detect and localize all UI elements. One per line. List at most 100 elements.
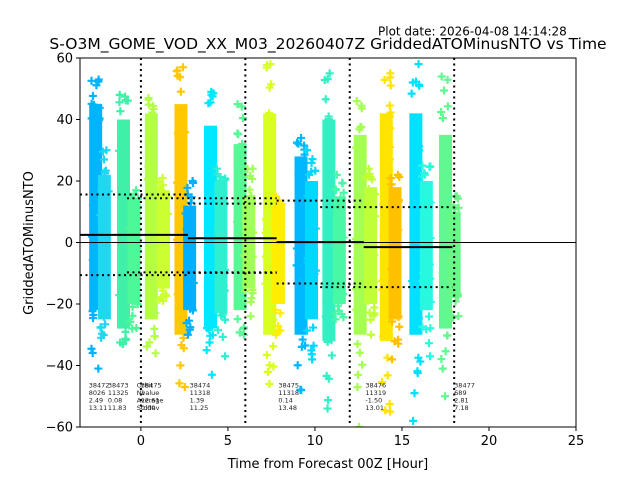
plus-marker (120, 153, 129, 162)
plus-marker (426, 352, 434, 361)
plus-marker (161, 290, 170, 299)
plus-marker (383, 353, 392, 362)
plus-marker (177, 111, 186, 120)
y-tick-label: 0 (65, 236, 73, 251)
plus-marker (334, 257, 343, 266)
plus-marker (451, 297, 460, 306)
stat-value: 38474 (190, 382, 211, 390)
stat-value: 1 (141, 389, 145, 397)
plus-marker (355, 348, 364, 357)
plus-marker (354, 222, 363, 231)
plus-marker (213, 326, 222, 335)
data-cluster-5 (155, 173, 172, 305)
plus-marker (437, 72, 446, 81)
plus-marker (205, 302, 214, 311)
plus-marker (419, 268, 428, 277)
plus-marker (441, 392, 450, 401)
plus-marker (189, 178, 198, 187)
plus-marker (414, 314, 423, 323)
plus-marker (364, 184, 373, 193)
plus-marker (115, 291, 124, 300)
plus-marker (407, 89, 416, 98)
plus-marker (248, 285, 257, 294)
plus-marker (370, 309, 379, 318)
stat-value: 11325 (108, 389, 129, 397)
plus-marker (219, 301, 228, 310)
stat-value: 8026 (89, 389, 106, 397)
plus-marker (248, 252, 257, 261)
plus-marker (128, 302, 137, 311)
plus-marker (271, 192, 280, 201)
plus-marker (115, 90, 124, 99)
x-tick-label: 5 (224, 434, 232, 449)
plus-marker (443, 331, 452, 340)
plus-marker (357, 101, 366, 110)
plus-marker (339, 188, 348, 197)
plus-marker (155, 296, 164, 305)
plus-marker (322, 297, 331, 306)
plus-marker (248, 174, 257, 183)
plus-marker (306, 264, 315, 273)
data-cluster-3 (125, 186, 142, 333)
plus-marker (96, 323, 105, 332)
plus-marker (442, 170, 451, 179)
plus-marker (408, 277, 417, 286)
plus-marker (337, 296, 346, 305)
plus-marker (443, 183, 452, 192)
plus-marker (123, 96, 132, 105)
plus-marker (87, 114, 96, 123)
plus-marker (440, 195, 449, 204)
plus-marker (363, 296, 372, 305)
plus-marker (271, 294, 280, 303)
plus-marker (357, 123, 366, 132)
plus-marker (92, 162, 101, 171)
plus-marker (420, 168, 429, 177)
plus-marker (389, 207, 398, 216)
x-tick-label: 20 (481, 434, 498, 449)
plus-marker (221, 315, 230, 324)
plus-marker (239, 173, 248, 182)
plus-marker (324, 205, 333, 214)
plus-marker (409, 136, 418, 145)
plus-marker (144, 134, 153, 143)
plus-marker (206, 295, 215, 304)
plus-marker (269, 315, 278, 324)
plus-marker (160, 223, 169, 232)
plus-marker (309, 323, 318, 332)
plus-marker (327, 336, 336, 345)
plus-marker (163, 192, 172, 201)
plus-marker (233, 289, 242, 298)
x-axis-label: Time from Forecast 00Z [Hour] (227, 457, 429, 472)
plus-marker (90, 118, 99, 127)
plus-marker (272, 226, 281, 235)
plus-marker (424, 312, 433, 321)
plus-marker (294, 139, 303, 148)
plus-marker (270, 245, 279, 254)
plus-marker (388, 355, 397, 364)
plus-marker (263, 60, 272, 69)
plot-area (80, 58, 576, 427)
plus-marker (101, 166, 110, 175)
plus-marker (147, 234, 156, 243)
plus-marker (336, 274, 345, 283)
stat-row-label: Orbit (137, 382, 154, 390)
plus-marker (295, 297, 304, 306)
plus-marker (454, 312, 463, 321)
plus-marker (307, 167, 316, 176)
plus-marker (366, 226, 375, 235)
plus-marker (338, 262, 347, 271)
plus-marker (150, 332, 159, 341)
plus-marker (219, 281, 228, 290)
plus-marker (202, 346, 211, 355)
plus-marker (179, 333, 188, 342)
plus-marker (276, 309, 285, 318)
plus-marker (117, 136, 126, 145)
data-cluster-19 (362, 164, 380, 339)
plus-marker (180, 383, 189, 392)
plus-marker (292, 138, 301, 147)
plus-marker (204, 99, 213, 108)
plus-marker (309, 341, 318, 350)
plus-marker (441, 294, 450, 303)
plus-marker (394, 335, 403, 344)
